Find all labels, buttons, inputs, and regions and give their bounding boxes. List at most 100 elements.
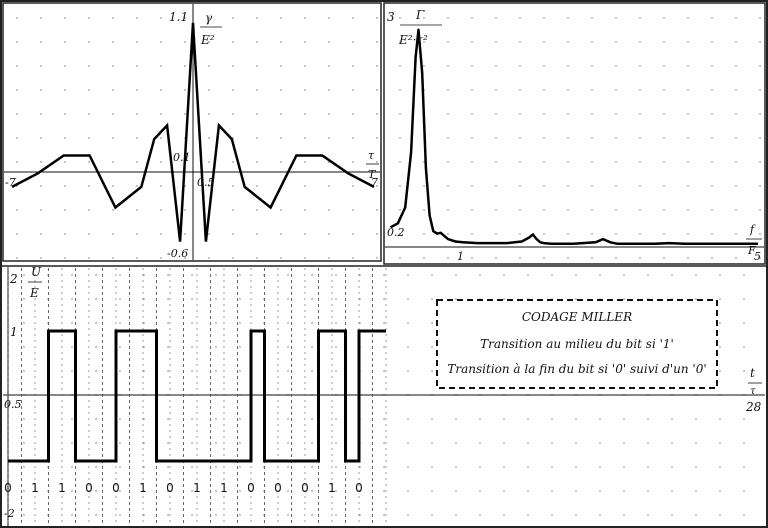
grid-dot <box>495 113 497 115</box>
grid-dot <box>671 442 673 444</box>
grid-dot <box>711 257 713 259</box>
grid-dot <box>711 209 713 211</box>
grid-dot <box>335 298 337 300</box>
grid-dot <box>719 490 721 492</box>
grid-dot <box>136 233 138 235</box>
grid-dot <box>160 161 162 163</box>
grid-dot <box>543 209 545 211</box>
grid-dot <box>287 298 289 300</box>
grid-dot <box>143 274 145 276</box>
grid-dot <box>551 418 553 420</box>
grid-dot <box>167 274 169 276</box>
grid-dot <box>304 65 306 67</box>
grid-dot <box>167 490 169 492</box>
grid-dot <box>160 137 162 139</box>
grid-dot <box>232 113 234 115</box>
grid-dot <box>383 490 385 492</box>
grid-dot <box>599 490 601 492</box>
grid-dot <box>663 41 665 43</box>
grid-dot <box>447 161 449 163</box>
grid-dot <box>239 274 241 276</box>
grid-dot <box>695 274 697 276</box>
grid-dot <box>328 41 330 43</box>
grid-dot <box>591 65 593 67</box>
grid-dot <box>567 17 569 19</box>
grid-dot <box>95 298 97 300</box>
grid-dot <box>551 514 553 516</box>
grid-dot <box>88 17 90 19</box>
grid-dot <box>639 257 641 259</box>
grid-dot <box>543 161 545 163</box>
grid-dot <box>256 41 258 43</box>
grid-dot <box>743 298 745 300</box>
grid-dot <box>40 137 42 139</box>
grid-dot <box>304 89 306 91</box>
grid-dot <box>623 466 625 468</box>
grid-dot <box>16 137 18 139</box>
grid-dot <box>208 41 210 43</box>
grid-dot <box>471 161 473 163</box>
grid-dot <box>591 137 593 139</box>
grid-dot <box>23 466 25 468</box>
grid-dot <box>663 257 665 259</box>
grid-dot <box>471 185 473 187</box>
grid-dot <box>383 466 385 468</box>
grid-dot <box>23 418 25 420</box>
grid-dot <box>287 274 289 276</box>
grid-dot <box>407 466 409 468</box>
grid-dot <box>304 233 306 235</box>
grid-dot <box>88 113 90 115</box>
grid-dot <box>719 298 721 300</box>
grid-dot <box>215 346 217 348</box>
grid-dot <box>711 161 713 163</box>
grid-dot <box>208 113 210 115</box>
grid-dot <box>239 322 241 324</box>
grid-dot <box>735 137 737 139</box>
grid-dot <box>88 89 90 91</box>
grid-dot <box>591 209 593 211</box>
grid-dot <box>567 185 569 187</box>
grid-dot <box>95 370 97 372</box>
grid-dot <box>136 113 138 115</box>
grid-dot <box>304 209 306 211</box>
grid-dot <box>591 185 593 187</box>
grid-dot <box>495 161 497 163</box>
grid-dot <box>615 41 617 43</box>
grid-dot <box>208 89 210 91</box>
grid-dot <box>639 41 641 43</box>
grid-dot <box>64 89 66 91</box>
grid-dot <box>591 17 593 19</box>
grid-dot <box>191 442 193 444</box>
grid-dot <box>280 41 282 43</box>
grid-dot <box>112 209 114 211</box>
grid-dot <box>40 89 42 91</box>
grid-dot <box>663 233 665 235</box>
grid-dot <box>328 257 330 259</box>
grid-dot <box>352 17 354 19</box>
grid-dot <box>543 41 545 43</box>
grid-dot <box>479 274 481 276</box>
bit-label: 1 <box>328 481 336 495</box>
autocorrelation-curve <box>11 22 375 242</box>
grid-dot <box>376 233 378 235</box>
grid-dot <box>519 257 521 259</box>
grid-dot <box>527 442 529 444</box>
grid-dot <box>112 161 114 163</box>
grid-dot <box>23 514 25 516</box>
grid-dot <box>711 185 713 187</box>
grid-dot <box>352 113 354 115</box>
grid-dot <box>599 466 601 468</box>
grid-dot <box>743 442 745 444</box>
grid-dot <box>431 466 433 468</box>
grid-dot <box>551 490 553 492</box>
grid-dot <box>719 466 721 468</box>
grid-dot <box>479 490 481 492</box>
grid-dot <box>447 41 449 43</box>
grid-dot <box>567 113 569 115</box>
legend-title: CODAGE MILLER <box>522 310 632 324</box>
grid-dot <box>280 209 282 211</box>
grid-dot <box>95 466 97 468</box>
spectrum-panel: 3 Γ E²·τ² 0.2 1 5 f F <box>383 2 766 265</box>
miller-y-max-label: 2 <box>9 272 18 286</box>
grid-dot <box>719 322 721 324</box>
